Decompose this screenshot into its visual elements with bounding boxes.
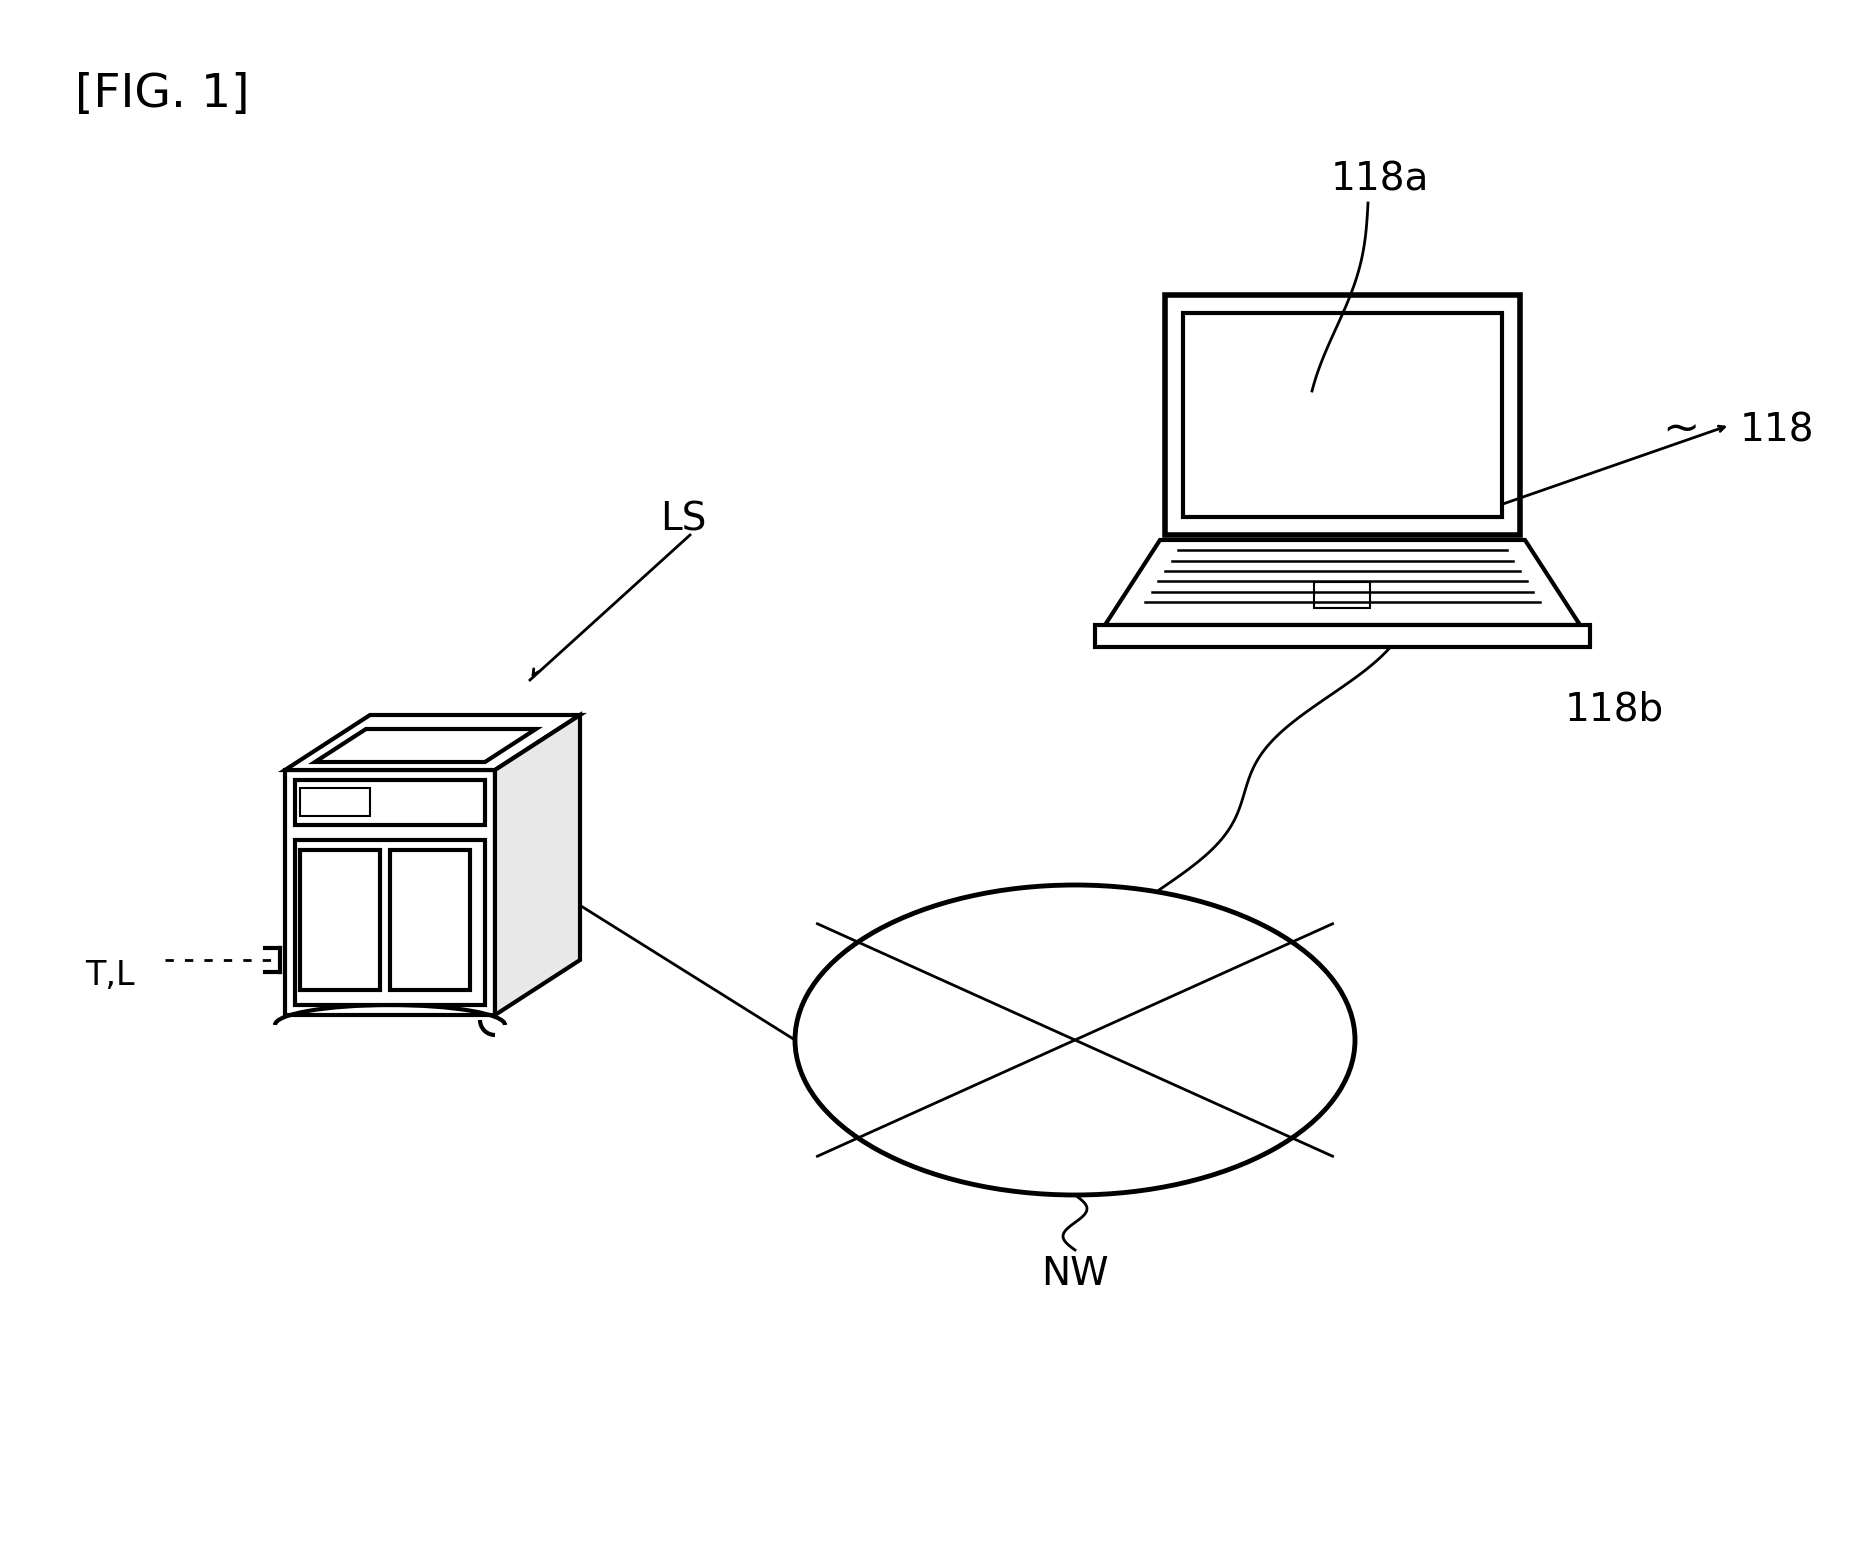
FancyBboxPatch shape (1183, 313, 1500, 517)
Polygon shape (316, 729, 535, 761)
FancyBboxPatch shape (1164, 294, 1519, 536)
Text: [FIG. 1]: [FIG. 1] (74, 72, 249, 117)
FancyBboxPatch shape (299, 850, 381, 990)
Text: 118: 118 (1738, 411, 1814, 448)
Text: LS: LS (659, 500, 706, 539)
FancyBboxPatch shape (295, 780, 485, 825)
FancyBboxPatch shape (1313, 582, 1370, 609)
Text: 118b: 118b (1564, 690, 1664, 729)
Polygon shape (494, 715, 579, 1015)
Polygon shape (1105, 540, 1578, 624)
Text: T,L: T,L (85, 959, 134, 992)
Text: NW: NW (1040, 1255, 1109, 1292)
Text: 118a: 118a (1330, 160, 1428, 198)
FancyBboxPatch shape (295, 839, 485, 1004)
Text: ~: ~ (1662, 408, 1699, 452)
Polygon shape (1094, 624, 1590, 648)
Ellipse shape (795, 884, 1354, 1196)
FancyBboxPatch shape (390, 850, 470, 990)
Polygon shape (284, 715, 579, 771)
Text: 1: 1 (544, 841, 570, 880)
FancyBboxPatch shape (299, 788, 370, 816)
Polygon shape (284, 771, 494, 1015)
